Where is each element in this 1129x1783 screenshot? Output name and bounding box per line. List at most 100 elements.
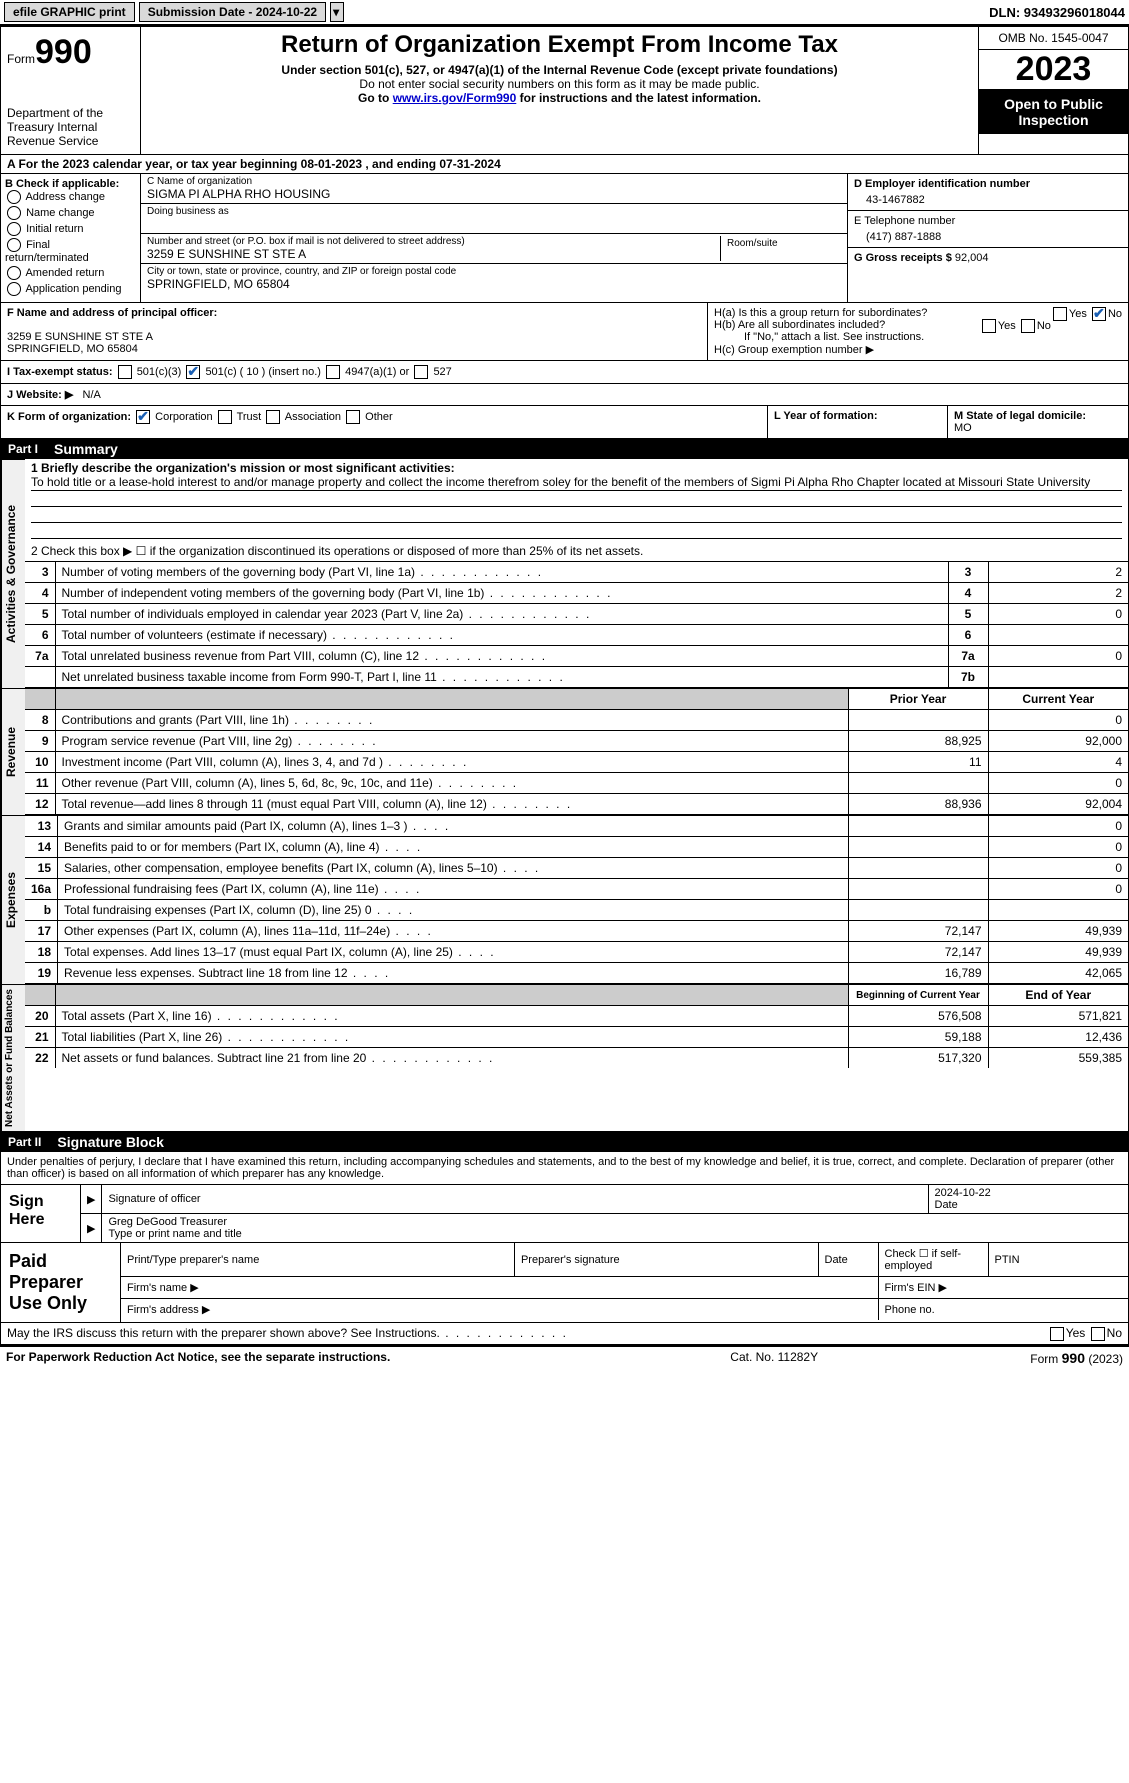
501c-checkbox[interactable] xyxy=(186,365,200,379)
box-j-label: J Website: ▶ xyxy=(7,389,73,401)
box-l-label: L Year of formation: xyxy=(774,410,878,422)
ein-value: 43-1467882 xyxy=(854,190,1122,206)
row-f-h: F Name and address of principal officer:… xyxy=(0,302,1129,361)
501c3-checkbox[interactable] xyxy=(118,365,132,379)
phone-label: E Telephone number xyxy=(854,215,1122,227)
box-f-line2: SPRINGFIELD, MO 65804 xyxy=(7,343,701,355)
room-label: Room/suite xyxy=(727,238,835,249)
table-row: 7a Total unrelated business revenue from… xyxy=(25,646,1128,667)
discuss-yes-checkbox[interactable] xyxy=(1050,1327,1064,1341)
check-name-change[interactable]: Name change xyxy=(5,206,136,220)
preparer-label: Paid Preparer Use Only xyxy=(1,1243,121,1322)
signature-declaration: Under penalties of perjury, I declare th… xyxy=(0,1152,1129,1185)
submission-date-button[interactable]: Submission Date - 2024-10-22 xyxy=(139,2,326,22)
table-row: 12 Total revenue—add lines 8 through 11 … xyxy=(25,794,1128,815)
gross-cell: G Gross receipts $ 92,004 xyxy=(848,248,1128,268)
table-row: 5 Total number of individuals employed i… xyxy=(25,604,1128,625)
revenue-table: Prior Year Current Year 8 Contributions … xyxy=(25,688,1128,815)
efile-button[interactable]: efile GRAPHIC print xyxy=(4,2,135,22)
expenses-section: Expenses 13 Grants and similar amounts p… xyxy=(0,815,1129,984)
table-row: b Total fundraising expenses (Part IX, c… xyxy=(25,900,1128,921)
other-checkbox[interactable] xyxy=(346,410,360,424)
sig-date-label: Date xyxy=(935,1199,958,1211)
assoc-checkbox[interactable] xyxy=(266,410,280,424)
preparer-block: Paid Preparer Use Only Print/Type prepar… xyxy=(0,1243,1129,1323)
box-d: D Employer identification number 43-1467… xyxy=(848,174,1128,302)
check-amended-return[interactable]: Amended return xyxy=(5,266,136,280)
check-address-change[interactable]: Address change xyxy=(5,190,136,204)
section-a: A For the 2023 calendar year, or tax yea… xyxy=(0,155,1129,174)
dropdown-button[interactable]: ▾ xyxy=(330,2,344,22)
sign-here-label: Sign Here xyxy=(1,1185,81,1242)
org-name-cell: C Name of organization SIGMA PI ALPHA RH… xyxy=(141,174,847,204)
row-i: I Tax-exempt status: 501(c)(3) 501(c) ( … xyxy=(0,361,1129,384)
header-subtitle-3: Go to www.irs.gov/Form990 for instructio… xyxy=(149,91,970,105)
prep-check-header: Check ☐ if self-employed xyxy=(878,1243,988,1277)
form-label: Form xyxy=(7,52,35,66)
part1-header: Part I Summary xyxy=(0,439,1129,459)
ein-label: D Employer identification number xyxy=(854,178,1122,190)
header-center: Return of Organization Exempt From Incom… xyxy=(141,27,978,154)
box-j: J Website: ▶ N/A xyxy=(1,384,1128,405)
ein-cell: D Employer identification number 43-1467… xyxy=(848,174,1128,211)
city-value: SPRINGFIELD, MO 65804 xyxy=(147,277,841,291)
website-value: N/A xyxy=(83,389,101,401)
sign-here-block: Sign Here ▶ Signature of officer 2024-10… xyxy=(0,1185,1129,1243)
part1-label: Part I xyxy=(8,442,38,456)
part2-header: Part II Signature Block xyxy=(0,1132,1129,1152)
mission-blank-1 xyxy=(31,491,1122,507)
trust-checkbox[interactable] xyxy=(218,410,232,424)
table-row: 4 Number of independent voting members o… xyxy=(25,583,1128,604)
org-name-label: C Name of organization xyxy=(147,176,841,187)
sig-date-value: 2024-10-22 xyxy=(935,1187,991,1199)
table-row: 3 Number of voting members of the govern… xyxy=(25,562,1128,583)
line1-label: 1 Briefly describe the organization's mi… xyxy=(31,461,1122,475)
part1-title: Summary xyxy=(54,441,118,457)
footer-final: For Paperwork Reduction Act Notice, see … xyxy=(0,1345,1129,1369)
box-f-label: F Name and address of principal officer: xyxy=(7,307,701,319)
ha-no-checkbox[interactable] xyxy=(1092,307,1106,321)
hb-yes-checkbox[interactable] xyxy=(982,319,996,333)
governance-table: 3 Number of voting members of the govern… xyxy=(25,561,1128,688)
box-m-value: MO xyxy=(954,422,972,434)
mission-block: 1 Briefly describe the organization's mi… xyxy=(25,459,1128,541)
prior-year-header: Prior Year xyxy=(848,689,988,710)
prep-sig-header: Preparer's signature xyxy=(514,1243,818,1277)
header-subtitle-2: Do not enter social security numbers on … xyxy=(149,77,970,91)
irs-link[interactable]: www.irs.gov/Form990 xyxy=(393,91,517,105)
hb-no-checkbox[interactable] xyxy=(1021,319,1035,333)
4947-checkbox[interactable] xyxy=(326,365,340,379)
prep-date-header: Date xyxy=(818,1243,878,1277)
header-left: Form990 Department of the Treasury Inter… xyxy=(1,27,141,154)
527-checkbox[interactable] xyxy=(414,365,428,379)
cat-number: Cat. No. 11282Y xyxy=(518,1350,1030,1366)
table-row: 17 Other expenses (Part IX, column (A), … xyxy=(25,921,1128,942)
address-label: Number and street (or P.O. box if mail i… xyxy=(147,236,720,247)
sig-officer-label: Signature of officer xyxy=(108,1193,200,1205)
table-row: 6 Total number of volunteers (estimate i… xyxy=(25,625,1128,646)
city-cell: City or town, state or province, country… xyxy=(141,264,847,293)
tax-year: 2023 xyxy=(979,50,1128,90)
corp-checkbox[interactable] xyxy=(136,410,150,424)
check-application-pending[interactable]: Application pending xyxy=(5,282,136,296)
revenue-section: Revenue Prior Year Current Year 8 Contri… xyxy=(0,688,1129,815)
box-i: I Tax-exempt status: 501(c)(3) 501(c) ( … xyxy=(1,361,1128,383)
check-initial-return[interactable]: Initial return xyxy=(5,222,136,236)
firm-phone-label: Phone no. xyxy=(878,1299,1128,1321)
table-row: 19 Revenue less expenses. Subtract line … xyxy=(25,963,1128,984)
table-row: 15 Salaries, other compensation, employe… xyxy=(25,858,1128,879)
table-row: 22 Net assets or fund balances. Subtract… xyxy=(25,1048,1128,1069)
form-header: Form990 Department of the Treasury Inter… xyxy=(0,25,1129,155)
box-m: M State of legal domicile: MO xyxy=(948,406,1128,438)
address-cell: Number and street (or P.O. box if mail i… xyxy=(141,234,847,264)
firm-addr-label: Firm's address ▶ xyxy=(121,1299,878,1321)
discuss-no-checkbox[interactable] xyxy=(1091,1327,1105,1341)
ha-label: H(a) Is this a group return for subordin… xyxy=(714,307,927,319)
form-number: 990 xyxy=(35,33,92,71)
phone-value: (417) 887-1888 xyxy=(854,227,1122,243)
header-subtitle-1: Under section 501(c), 527, or 4947(a)(1)… xyxy=(149,63,970,77)
check-final-return[interactable]: Final return/terminated xyxy=(5,238,136,264)
ha-yes-checkbox[interactable] xyxy=(1053,307,1067,321)
table-row: 21 Total liabilities (Part X, line 26) 5… xyxy=(25,1027,1128,1048)
box-k: K Form of organization: Corporation Trus… xyxy=(1,406,768,438)
